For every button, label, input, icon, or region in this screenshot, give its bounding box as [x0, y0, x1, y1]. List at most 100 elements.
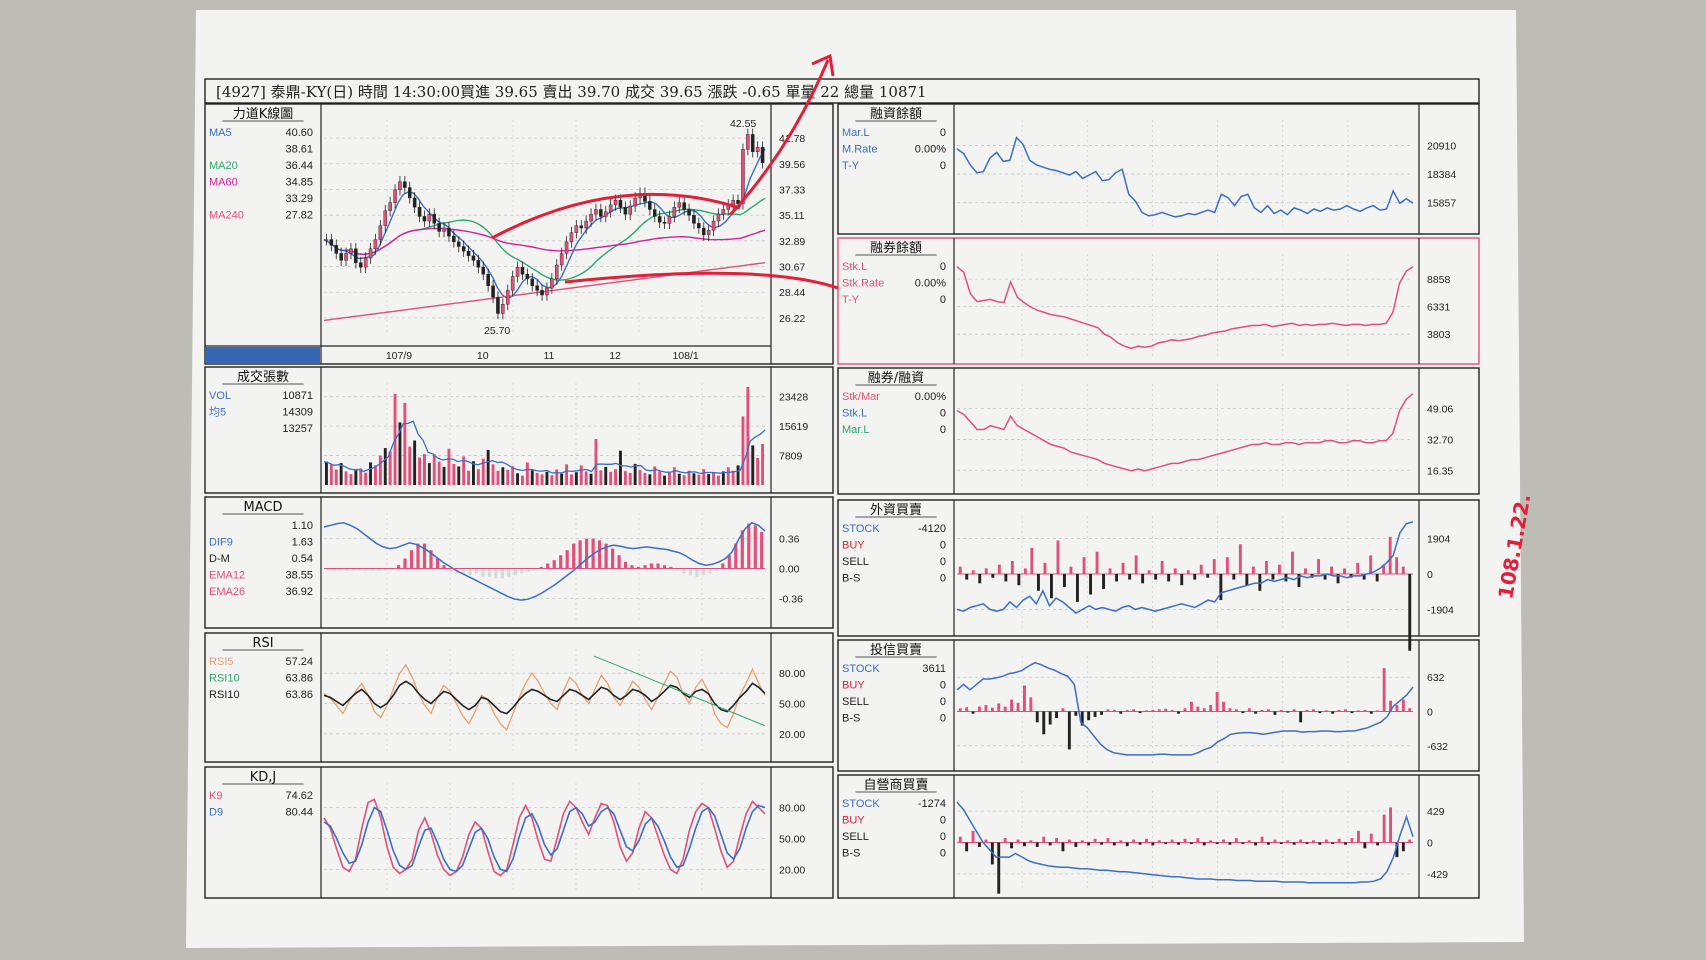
- foreign-bar-68: [1401, 566, 1405, 574]
- panel-macd: MACD 1.10 DIF9 1.63 D-M 0.54 EMA12 38.55 EMA26 36…: [204, 496, 834, 629]
- candle-body-73: [682, 202, 686, 210]
- volume-bar-75: [692, 473, 696, 485]
- candle-body-48: [559, 253, 564, 266]
- legend-name-margin-1: M.Rate: [842, 144, 877, 156]
- trust-bar-32: [1164, 708, 1168, 712]
- legend-value-foreign-0: -4120: [918, 523, 946, 535]
- candle-body-22: [432, 213, 437, 224]
- volume-bar-51: [574, 472, 578, 485]
- volume-bar-28: [462, 456, 466, 485]
- dealer-bar-61: [1350, 838, 1354, 843]
- legend-name-volume-1: 均5: [209, 406, 226, 419]
- volume-bar-33: [486, 449, 490, 485]
- volume-bar-16: [403, 402, 407, 485]
- volume-bar-12: [383, 448, 387, 485]
- ytick-ratio-1: 32.70: [1427, 434, 1453, 446]
- candle-body-76: [697, 223, 701, 229]
- dealer-bar-43: [1234, 838, 1238, 843]
- volume-bar-86: [746, 387, 750, 485]
- panel-title-trust: 投信買賣: [870, 642, 922, 658]
- candle-body-44: [540, 290, 544, 296]
- candle-body-71: [672, 206, 677, 217]
- macd-hist-bar-52: [662, 565, 667, 569]
- candle-body-86: [746, 134, 750, 150]
- candle-body-21: [427, 213, 432, 222]
- candle-body-15: [398, 181, 402, 191]
- dealer-bar-15: [1055, 838, 1058, 843]
- candle-body-87: [750, 134, 755, 152]
- foreign-bar-67: [1395, 557, 1399, 574]
- dealer-bar-52: [1292, 842, 1296, 845]
- foreign-bar-7: [1004, 574, 1008, 582]
- macd-hist-bar-33: [539, 566, 543, 569]
- foreign-bar-29: [1147, 570, 1151, 574]
- dealer-bar-60: [1344, 842, 1347, 845]
- dealer-bar-50: [1279, 842, 1283, 844]
- dealer-bar-22: [1100, 842, 1103, 845]
- macd-hist-bar-62: [727, 555, 731, 569]
- legend-name-trust-1: BUY: [842, 680, 865, 692]
- ytick-dealer-1: 0: [1427, 838, 1433, 850]
- volume-bar-57: [604, 466, 608, 485]
- foreign-bar-2: [971, 570, 975, 574]
- foreign-bar-43: [1238, 544, 1242, 574]
- trust-bar-30: [1151, 709, 1155, 712]
- trust-bar-70: [1408, 708, 1412, 712]
- dealer-bar-66: [1382, 814, 1386, 843]
- macd-hist-bar-45: [617, 555, 621, 569]
- trust-bar-55: [1312, 709, 1315, 712]
- candle-body-14: [393, 189, 397, 203]
- ytick-margin-1: 18384: [1427, 169, 1456, 181]
- rsi5-line: [323, 663, 766, 731]
- dealer-bar-28: [1138, 842, 1142, 845]
- panel-title-margin: 融資餘額: [870, 106, 922, 122]
- foreign-bar-62: [1362, 574, 1366, 580]
- foreign-bar-63: [1369, 555, 1373, 574]
- legend-name-kline-5: MA240: [209, 210, 244, 222]
- volume-bar-54: [589, 473, 593, 485]
- candle-body-1: [329, 239, 334, 246]
- xtick-2: 11: [543, 350, 554, 362]
- legend-value-kdj-0: 74.62: [285, 790, 313, 802]
- legend-name-dealer-0: STOCK: [842, 798, 880, 810]
- candle-body-32: [481, 267, 486, 275]
- trust-bar-41: [1222, 701, 1225, 712]
- dealer-bar-32: [1164, 842, 1168, 844]
- annotation-low: 25.70: [484, 325, 510, 337]
- foreign-bar-27: [1134, 555, 1138, 574]
- dealer-bar-2: [971, 830, 975, 843]
- candle-body-10: [373, 239, 378, 250]
- candle-body-77: [701, 227, 706, 236]
- trust-bar-53: [1299, 711, 1303, 723]
- candle-body-3: [339, 253, 343, 261]
- trust-bar-9: [1016, 702, 1020, 712]
- dealer-bar-31: [1157, 840, 1161, 843]
- candle-body-52: [579, 225, 584, 229]
- panel-frame-macd: [204, 496, 834, 629]
- volume-bar-13: [388, 451, 392, 485]
- volume-bar-49: [565, 464, 568, 485]
- foreign-bar-33: [1173, 568, 1177, 574]
- trust-bar-56: [1318, 711, 1322, 714]
- dealer-bar-23: [1106, 838, 1110, 843]
- ytick-kline-6: 28.44: [779, 287, 805, 299]
- dealer-bar-39: [1209, 840, 1213, 843]
- volume-bar-52: [579, 465, 583, 485]
- trust-stock-line: [956, 661, 1414, 756]
- macd-hist-bar-23: [474, 568, 478, 574]
- candle-body-5: [349, 248, 353, 254]
- candle-body-63: [633, 197, 637, 207]
- trust-bar-7: [1003, 706, 1007, 712]
- trust-bar-24: [1112, 709, 1116, 712]
- dealer-bar-27: [1132, 839, 1136, 843]
- panel-title-ratio: 融券/融資: [868, 370, 924, 386]
- macd-hist-bar-43: [604, 543, 608, 569]
- trust-bar-17: [1067, 711, 1071, 750]
- panel-title-kline: 力道K線圖: [233, 106, 294, 122]
- volume-bar-26: [452, 463, 456, 485]
- macd-hist-bar-12: [403, 558, 407, 569]
- volume-bar-78: [707, 474, 711, 485]
- volume-bar-11: [378, 455, 382, 485]
- volume-bar-8: [364, 472, 368, 485]
